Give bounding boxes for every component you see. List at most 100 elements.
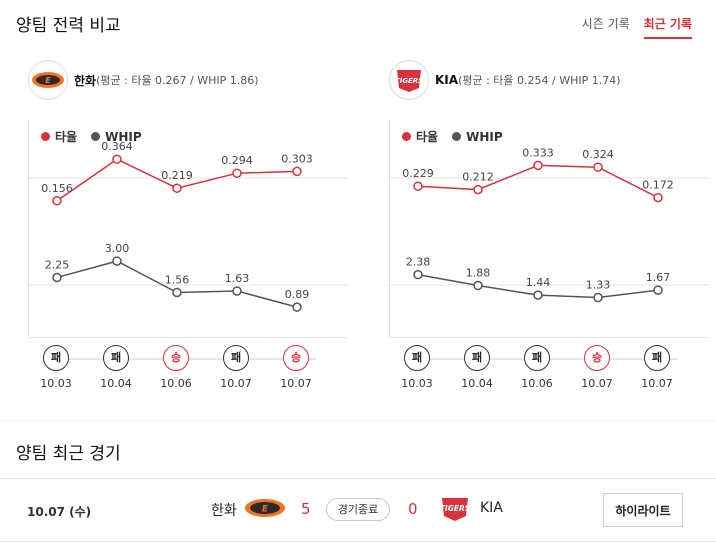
chart-legend: 타율 WHIP — [41, 128, 142, 145]
game-result-item: 패 10.03 — [36, 345, 76, 390]
kia-logo: TIGERS — [389, 60, 429, 100]
team-header-kia: TIGERS KIA (평균 : 타율 0.254 / WHIP 1.74) — [389, 60, 621, 100]
data-label-avg: 0.303 — [281, 152, 313, 165]
data-label-avg: 0.229 — [402, 167, 434, 180]
legend-avg: 타율 — [41, 128, 77, 145]
match-date: 10.07 (수) — [27, 505, 92, 519]
svg-text:E: E — [262, 505, 269, 515]
game-result-item: 패 10.07 — [637, 345, 677, 390]
data-label-whip: 0.89 — [285, 288, 310, 301]
data-label-avg: 0.294 — [221, 154, 253, 167]
game-date: 10.04 — [100, 377, 132, 390]
game-date: 10.07 — [581, 377, 613, 390]
loss-badge: 패 — [644, 345, 670, 371]
svg-text:TIGERS: TIGERS — [440, 504, 470, 513]
win-badge: 승 — [283, 345, 309, 371]
chart-legend: 타율 WHIP — [402, 128, 503, 145]
game-result-item: 승 10.07 — [276, 345, 316, 390]
whip-dot-icon — [452, 132, 462, 141]
data-point-avg — [292, 166, 302, 177]
data-point-avg — [52, 196, 62, 206]
data-point-avg — [593, 162, 603, 172]
data-label-whip: 3.00 — [105, 242, 130, 255]
data-point-whip — [52, 272, 62, 283]
game-result-item: 패 10.04 — [96, 345, 136, 390]
team-chart-hanwha: 타율 WHIP 0.156 0.364 0.219 0.294 0.303 2.25 3.0… — [28, 120, 349, 338]
team-chart-kia: 타율 WHIP 0.229 0.212 0.333 0.324 0.172 2.38 1.8… — [389, 120, 710, 338]
data-point-whip — [292, 302, 302, 312]
svg-text:TIGERS: TIGERS — [395, 77, 423, 85]
data-label-avg: 0.324 — [582, 148, 614, 161]
legend-whip: WHIP — [91, 128, 142, 145]
data-label-whip: 1.33 — [586, 279, 611, 292]
team-header-hanwha: E 한화 (평균 : 타율 0.267 / WHIP 1.86) — [28, 60, 259, 100]
data-point-avg — [112, 154, 122, 164]
match-status-badge: 경기종료 — [326, 498, 390, 521]
data-point-whip — [112, 256, 122, 266]
game-date: 10.04 — [461, 377, 493, 390]
data-label-whip: 2.38 — [406, 256, 431, 269]
team-name: 한화 — [74, 73, 97, 88]
game-date: 10.06 — [160, 377, 192, 390]
data-point-avg — [533, 160, 543, 171]
home-score: 5 — [301, 500, 311, 518]
highlight-button[interactable]: 하이라이트 — [603, 493, 683, 527]
data-label-avg: 0.364 — [101, 140, 133, 153]
team-average-stat: (평균 : 타율 0.254 / WHIP 1.74) — [458, 74, 621, 87]
loss-badge: 패 — [223, 345, 249, 371]
hanwha-logo: E — [28, 60, 68, 100]
tab-season-record[interactable]: 시즌 기록 — [581, 17, 630, 31]
game-date: 10.03 — [401, 377, 433, 390]
data-label-whip: 2.25 — [45, 258, 70, 271]
game-result-item: 패 10.04 — [457, 345, 497, 390]
game-date: 10.06 — [521, 377, 553, 390]
game-date: 10.07 — [641, 377, 673, 390]
recent-results-kia: 패 10.03 패 10.04 패 10.06 승 10.07 패 10.07 — [397, 345, 697, 395]
data-label-whip: 1.44 — [526, 276, 551, 289]
data-point-whip — [533, 290, 543, 300]
tab-recent-record[interactable]: 최근 기록 — [643, 15, 692, 39]
game-result-item: 패 10.03 — [397, 345, 437, 390]
win-badge: 승 — [163, 345, 189, 371]
data-point-whip — [413, 269, 423, 280]
game-date: 10.07 — [220, 377, 252, 390]
series-line-avg — [417, 164, 659, 199]
home-team-name: 한화 — [211, 503, 237, 519]
line-chart-svg: 0.156 0.364 0.219 0.294 0.303 2.25 3.00 1.56 1.6… — [29, 140, 349, 312]
loss-badge: 패 — [464, 345, 490, 371]
game-date: 10.07 — [280, 377, 312, 390]
game-result-item: 승 10.06 — [156, 345, 196, 390]
data-point-whip — [653, 285, 663, 295]
game-result-item: 승 10.07 — [577, 345, 617, 390]
team-name: KIA — [435, 73, 459, 87]
hanwha-logo-icon: E — [243, 495, 287, 525]
record-tabs: 시즌 기록 최근 기록 — [582, 15, 692, 39]
loss-badge: 패 — [404, 345, 430, 371]
loss-badge: 패 — [43, 345, 69, 371]
kia-logo-icon: TIGERS — [437, 494, 473, 528]
data-label-avg: 0.333 — [522, 146, 554, 159]
whip-dot-icon — [91, 132, 101, 141]
data-label-avg: 0.212 — [462, 171, 494, 184]
team-average-stat: (평균 : 타율 0.267 / WHIP 1.86) — [96, 74, 259, 87]
loss-badge: 패 — [103, 345, 129, 371]
svg-text:E: E — [45, 76, 51, 85]
recent-results-hanwha: 패 10.03 패 10.04 승 10.06 패 10.07 승 10.07 — [36, 345, 336, 395]
legend-whip: WHIP — [452, 128, 503, 145]
data-point-avg — [653, 192, 663, 203]
data-point-whip — [172, 287, 182, 298]
data-label-avg: 0.156 — [41, 182, 73, 195]
data-label-whip: 1.56 — [165, 274, 190, 287]
data-point-whip — [593, 292, 603, 303]
avg-dot-icon — [41, 132, 50, 141]
data-point-avg — [172, 183, 182, 193]
data-point-avg — [413, 181, 423, 191]
section-title-comparison: 양팀 전력 비교 — [16, 16, 121, 36]
loss-badge: 패 — [524, 345, 550, 371]
data-label-avg: 0.219 — [161, 169, 193, 182]
avg-dot-icon — [402, 132, 411, 141]
data-point-avg — [473, 184, 483, 195]
game-result-item: 패 10.06 — [517, 345, 557, 390]
match-row: 10.07 (수) 한화 E 5 경기종료 0 TIGERS KIA 하이라이트 — [0, 479, 716, 541]
data-point-whip — [232, 286, 242, 296]
